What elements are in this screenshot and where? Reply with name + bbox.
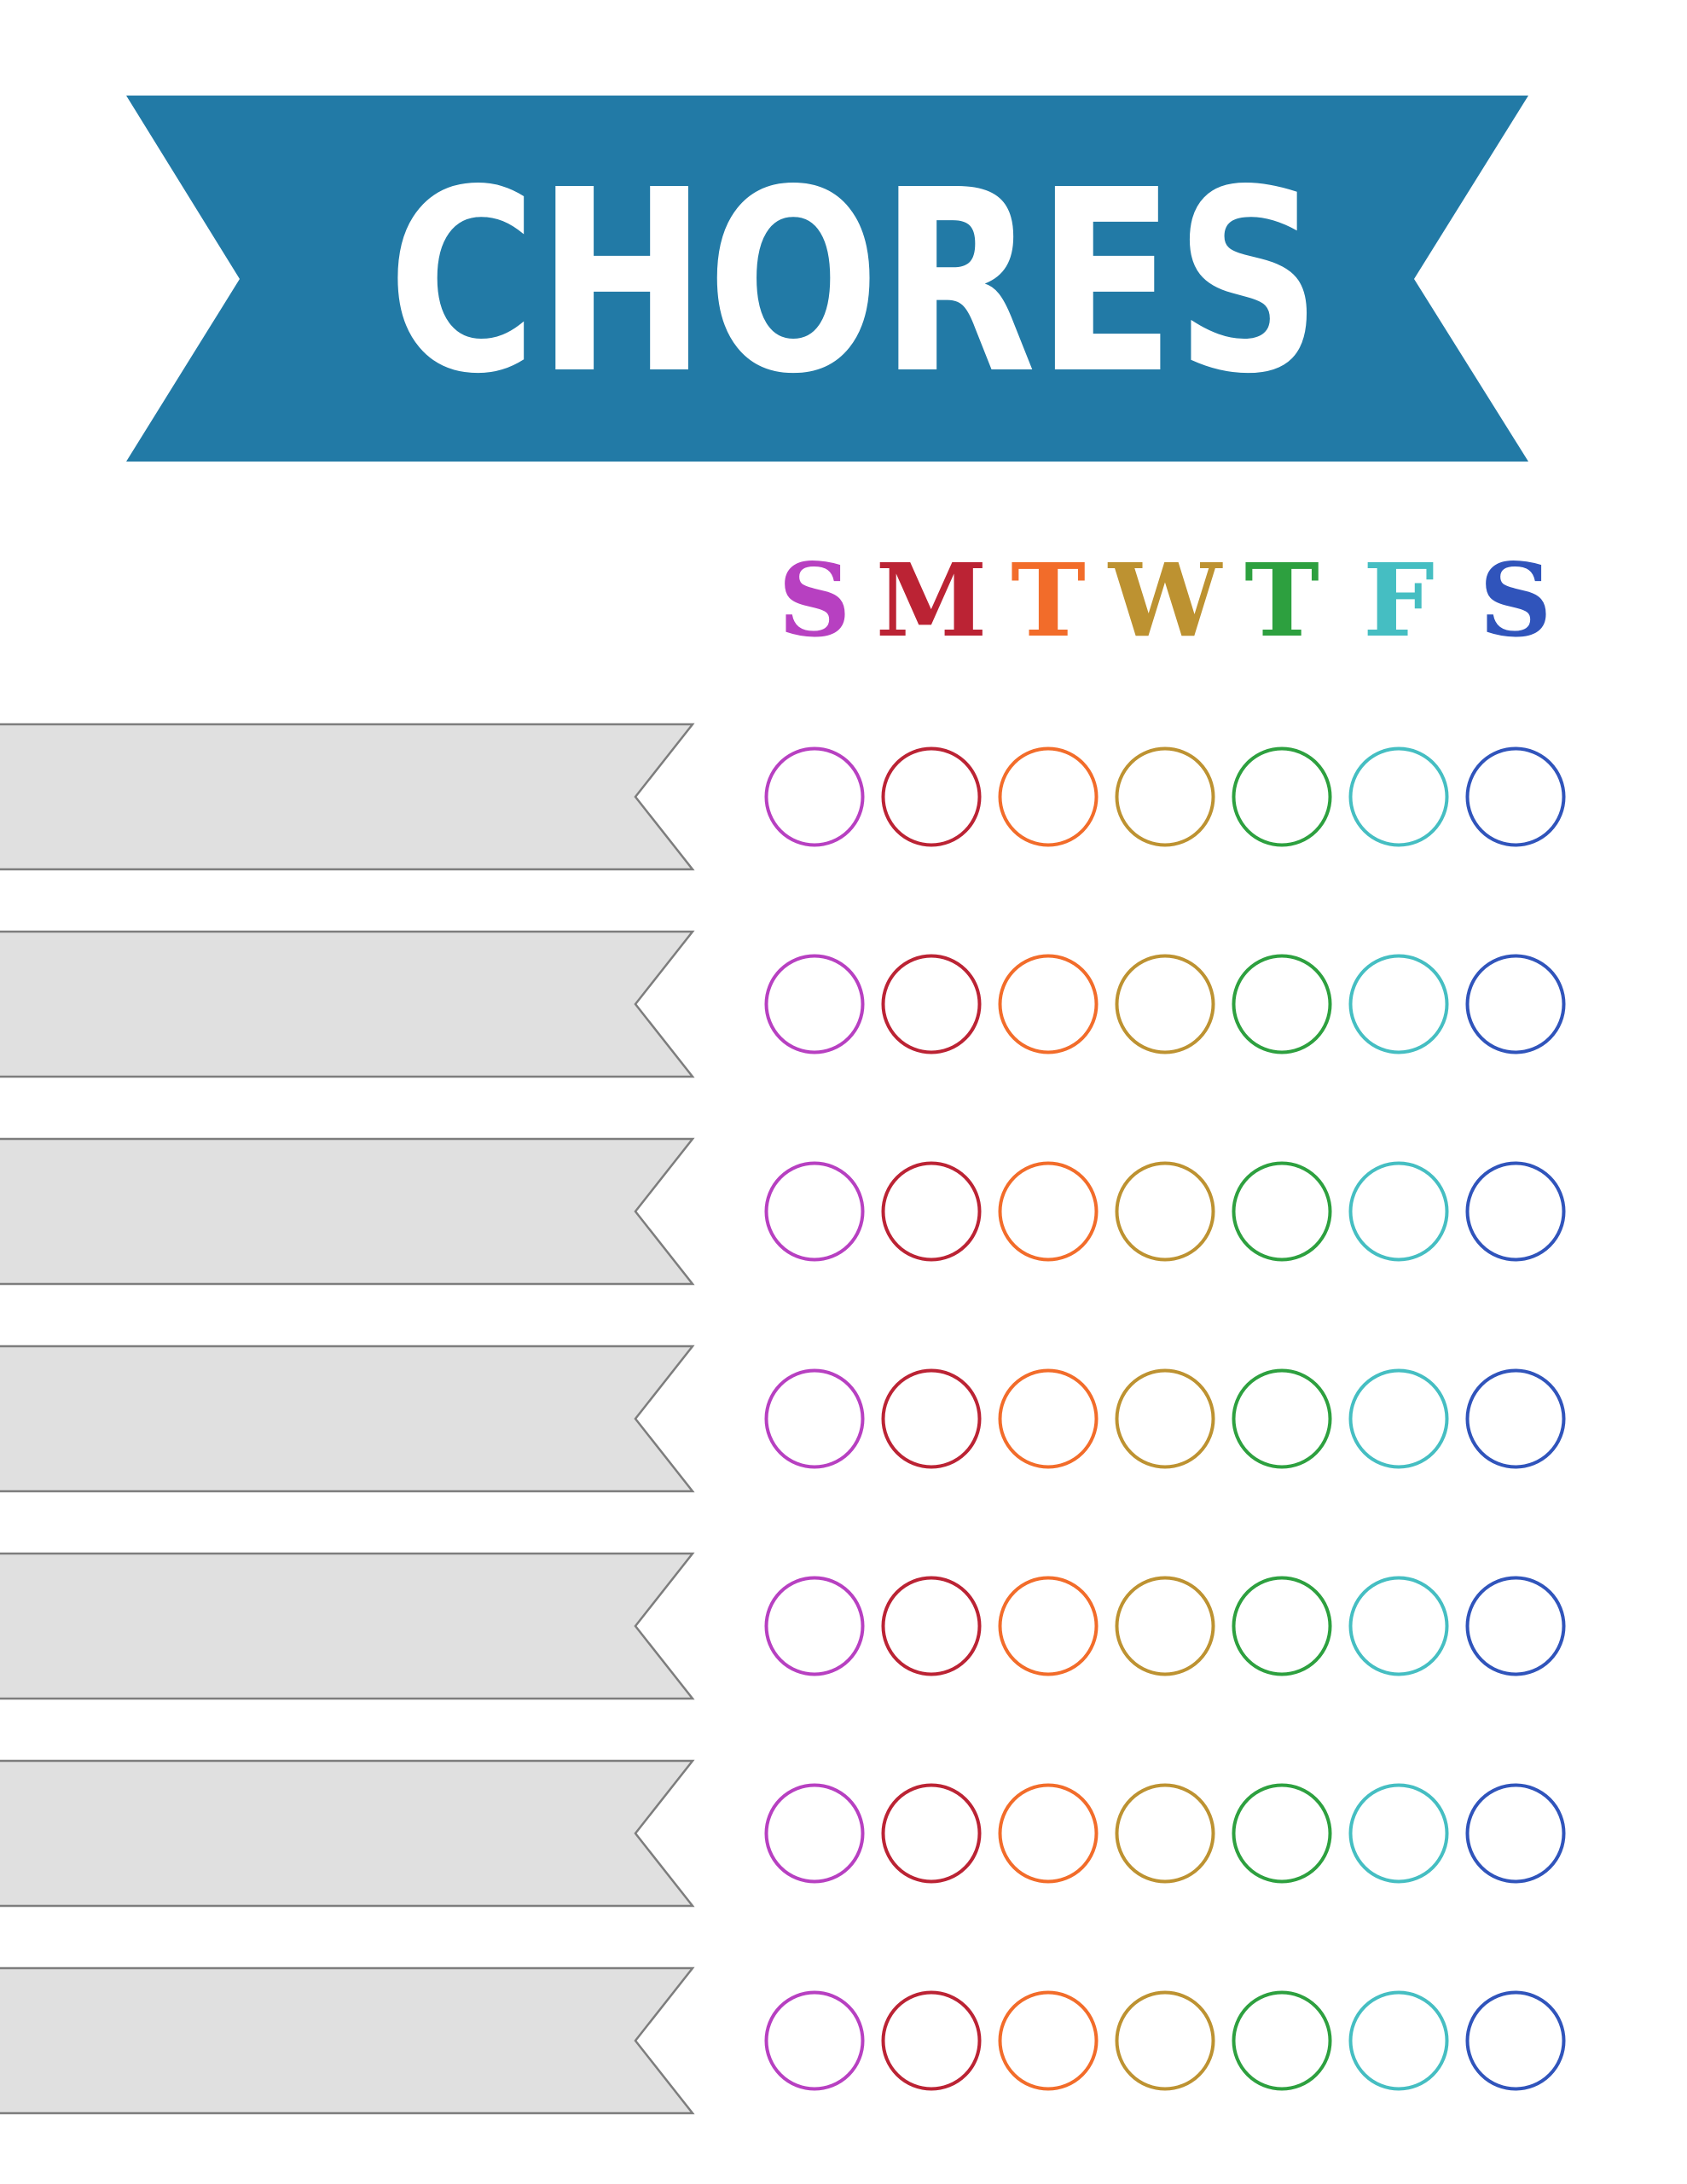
day-circle bbox=[1232, 1576, 1332, 1676]
chore-banner-4 bbox=[0, 1552, 695, 1700]
day-circle bbox=[1232, 1990, 1332, 2091]
day-circle bbox=[1115, 954, 1215, 1054]
chore-banner-0 bbox=[0, 723, 695, 871]
day-circle bbox=[1115, 1990, 1215, 2091]
day-circle bbox=[1115, 746, 1215, 847]
day-circle bbox=[764, 1576, 865, 1676]
day-circle bbox=[998, 1368, 1099, 1469]
chore-banner-5 bbox=[0, 1759, 695, 1908]
day-circle bbox=[1232, 954, 1332, 1054]
day-circle bbox=[1115, 1368, 1215, 1469]
day-circle bbox=[1465, 1161, 1566, 1262]
chore-banner-3 bbox=[0, 1345, 695, 1493]
day-circle bbox=[1348, 954, 1449, 1054]
day-circle bbox=[764, 954, 865, 1054]
day-circle bbox=[1465, 1783, 1566, 1884]
chore-banner-2 bbox=[0, 1137, 695, 1286]
day-letter-1: M bbox=[876, 541, 988, 659]
day-circle bbox=[764, 1990, 865, 2091]
day-circle bbox=[1465, 1576, 1566, 1676]
chore-row bbox=[0, 1966, 1566, 2115]
day-circle bbox=[881, 1368, 982, 1469]
day-circle bbox=[998, 746, 1099, 847]
day-circle bbox=[998, 1990, 1099, 2091]
chore-row bbox=[0, 1759, 1566, 1908]
day-circle bbox=[1465, 954, 1566, 1054]
day-circle bbox=[764, 1161, 865, 1262]
day-circle bbox=[881, 954, 982, 1054]
day-circle bbox=[1348, 1368, 1449, 1469]
day-circle bbox=[1115, 1783, 1215, 1884]
day-circle bbox=[881, 1161, 982, 1262]
chore-row bbox=[0, 1552, 1566, 1700]
title-ribbon bbox=[126, 96, 1528, 462]
day-circle bbox=[881, 1576, 982, 1676]
day-circle bbox=[881, 1783, 982, 1884]
day-circle bbox=[1232, 1161, 1332, 1262]
chore-banner-6 bbox=[0, 1966, 695, 2115]
day-circle bbox=[1348, 1576, 1449, 1676]
day-circle bbox=[1465, 1368, 1566, 1469]
chore-row bbox=[0, 1345, 1566, 1493]
day-circle bbox=[881, 746, 982, 847]
chore-banner-1 bbox=[0, 930, 695, 1078]
day-circle bbox=[1232, 1368, 1332, 1469]
day-letter-2: T bbox=[1011, 541, 1086, 659]
day-circle bbox=[998, 1576, 1099, 1676]
day-circle bbox=[1115, 1576, 1215, 1676]
day-letter-4: T bbox=[1244, 541, 1319, 659]
day-circle bbox=[998, 1783, 1099, 1884]
day-header-row: S M T W T F S bbox=[778, 541, 1551, 659]
chore-row bbox=[0, 1137, 1566, 1286]
day-circle bbox=[998, 954, 1099, 1054]
day-circle bbox=[1465, 746, 1566, 847]
day-circle bbox=[764, 746, 865, 847]
day-circle bbox=[1232, 746, 1332, 847]
day-circle bbox=[1348, 746, 1449, 847]
day-circle bbox=[1348, 1990, 1449, 2091]
chore-row bbox=[0, 930, 1566, 1078]
day-letter-0: S bbox=[778, 541, 850, 659]
day-letter-3: W bbox=[1107, 541, 1223, 659]
chore-row bbox=[0, 723, 1566, 871]
day-circle bbox=[998, 1161, 1099, 1262]
day-circle bbox=[1465, 1990, 1566, 2091]
day-circle bbox=[1348, 1783, 1449, 1884]
day-letter-5: F bbox=[1363, 541, 1435, 659]
day-circle bbox=[1115, 1161, 1215, 1262]
page-title: CHORES bbox=[388, 136, 1322, 429]
day-circle bbox=[764, 1783, 865, 1884]
day-circle bbox=[881, 1990, 982, 2091]
day-circle bbox=[764, 1368, 865, 1469]
day-circle bbox=[1232, 1783, 1332, 1884]
day-circle bbox=[1348, 1161, 1449, 1262]
day-letter-6: S bbox=[1479, 541, 1551, 659]
